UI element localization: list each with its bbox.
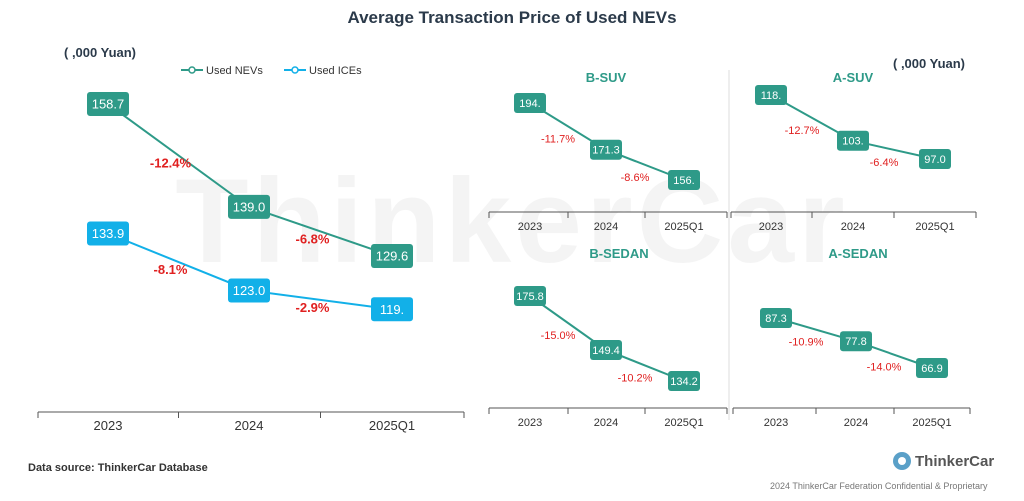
panel-change-label: -8.6%	[621, 172, 650, 184]
panel-data-point-box	[840, 331, 872, 352]
legend-swatch-marker	[188, 66, 196, 74]
panel-data-point-box	[668, 371, 700, 391]
panel-change-label: -14.0%	[867, 362, 902, 374]
panel-change-label: -10.2%	[618, 372, 653, 384]
data-source-note: Data source: ThinkerCar Database	[28, 462, 208, 474]
data-point-box	[371, 297, 413, 322]
panel-2-tick-label: 2024	[594, 417, 618, 429]
panel-data-point-label: 171.3	[592, 145, 620, 157]
panel-title: B-SEDAN	[589, 246, 648, 261]
data-point-box	[87, 221, 129, 246]
panel-data-point-box	[514, 286, 546, 306]
data-point-box	[87, 92, 129, 116]
legend-label: Used ICEs	[309, 65, 362, 77]
data-point-label: 158.7	[92, 97, 125, 112]
panel-data-point-box	[590, 339, 622, 360]
change-label: -12.4%	[150, 155, 192, 170]
panel-data-point-box	[668, 170, 700, 190]
footer-note: 2024 ThinkerCar Federation Confidential …	[770, 481, 988, 491]
panel-change-label: -11.7%	[541, 133, 575, 145]
data-point-box	[228, 278, 270, 303]
panel-0-tick-label: 2024	[594, 221, 618, 233]
panel-2-tick-label: 2025Q1	[664, 417, 703, 429]
panel-3-tick-label: 2023	[764, 417, 788, 429]
panel-1-tick-label: 2023	[759, 221, 783, 233]
unit-label-right: ( ,000 Yuan)	[893, 56, 966, 71]
panel-data-point-box	[919, 149, 951, 169]
panel-1-tick-label: 2024	[841, 221, 865, 233]
panel-3-tick-label: 2024	[844, 417, 868, 429]
change-label: -6.8%	[296, 231, 330, 246]
unit-label-left: ( ,000 Yuan)	[64, 45, 137, 60]
brand-logo: ThinkerCar	[893, 452, 994, 470]
data-point-label: 119.	[380, 302, 404, 317]
panel-data-point-label: 103.	[842, 136, 863, 148]
panel-change-label: -10.9%	[789, 337, 824, 349]
panel-data-point-box	[590, 139, 622, 160]
data-point-label: 129.6	[376, 249, 409, 264]
panel-change-label: -12.7%	[785, 125, 820, 137]
panel-data-point-label: 77.8	[845, 336, 866, 348]
panel-title: B-SUV	[586, 70, 627, 85]
change-label: -2.9%	[296, 300, 330, 315]
data-point-box	[371, 244, 413, 268]
data-point-label: 133.9	[92, 226, 125, 241]
panel-data-point-label: 87.3	[765, 313, 786, 325]
panel-change-label: -15.0%	[541, 330, 576, 342]
brand-name: ThinkerCar	[915, 452, 995, 470]
data-point-label: 139.0	[233, 200, 266, 215]
panel-0-tick-label: 2023	[518, 221, 542, 233]
panel-title: A-SEDAN	[828, 246, 887, 261]
panel-data-point-label: 156.	[673, 175, 694, 187]
data-point-box	[228, 194, 270, 219]
panel-data-point-box	[760, 308, 792, 328]
panel-2-tick-label: 2023	[518, 417, 542, 429]
panel-0-tick-label: 2025Q1	[664, 221, 703, 233]
panel-data-point-box	[916, 358, 948, 378]
panel-data-point-box	[755, 85, 787, 105]
panel-1-tick-label: 2025Q1	[915, 221, 954, 233]
panel-data-point-label: 66.9	[921, 363, 942, 375]
panel-data-point-label: 134.2	[670, 376, 698, 388]
panel-data-point-label: 194.	[519, 98, 540, 110]
panel-data-point-label: 175.8	[516, 291, 544, 303]
main-tick-label: 2023	[94, 418, 123, 433]
panel-data-point-label: 97.0	[924, 154, 945, 166]
chart-title: Average Transaction Price of Used NEVs	[347, 8, 677, 27]
panel-data-point-box	[837, 130, 869, 151]
change-label: -8.1%	[154, 262, 188, 277]
series-line-nev	[107, 103, 393, 257]
main-tick-label: 2025Q1	[369, 418, 415, 433]
main-tick-label: 2024	[235, 418, 264, 433]
legend-label: Used NEVs	[206, 65, 263, 77]
brand-icon	[893, 452, 911, 470]
panel-3-tick-label: 2025Q1	[912, 417, 951, 429]
panel-change-label: -6.4%	[870, 157, 899, 169]
data-point-label: 123.0	[233, 283, 266, 298]
panel-data-point-label: 149.4	[592, 345, 620, 357]
panel-title: A-SUV	[833, 70, 874, 85]
legend-swatch-marker	[291, 66, 299, 74]
panel-data-point-box	[514, 93, 546, 113]
panel-data-point-label: 118.	[761, 90, 782, 102]
